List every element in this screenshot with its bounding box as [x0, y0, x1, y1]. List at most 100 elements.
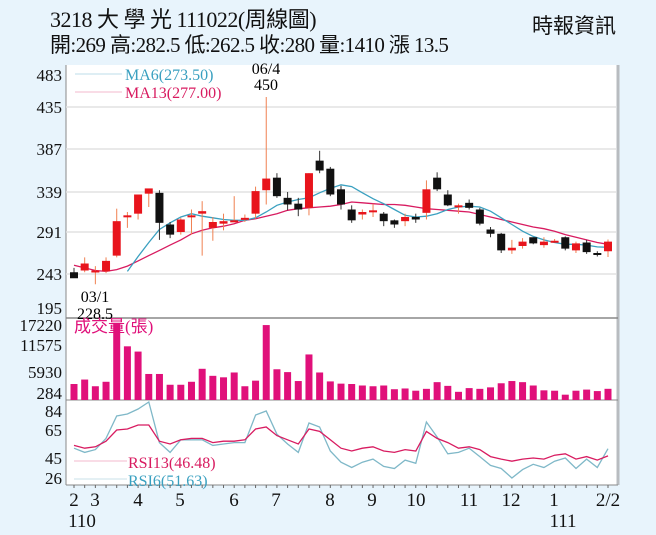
- volume-tick: 284: [37, 384, 63, 403]
- ohlc-summary: 開:269 高:282.5 低:262.5 收:280 量:1410 漲 13.…: [50, 33, 449, 57]
- rsi-tick: 84: [45, 402, 63, 421]
- x-tick: 7: [271, 490, 281, 511]
- volume-bar: [508, 381, 516, 400]
- candle: [433, 177, 442, 190]
- volume-bar: [230, 372, 238, 400]
- volume-bar: [561, 394, 569, 400]
- rsi6-line: [73, 400, 609, 479]
- candle: [443, 194, 452, 206]
- candle: [326, 168, 335, 195]
- volume-bar: [422, 388, 430, 400]
- candle: [166, 224, 175, 235]
- x-tick: 9: [367, 490, 377, 511]
- candle: [529, 237, 538, 244]
- candle: [70, 272, 78, 279]
- candle: [347, 209, 356, 221]
- volume-bar: [454, 391, 462, 400]
- candle: [198, 211, 207, 214]
- source-label: 時報資訊: [532, 14, 616, 38]
- rsi-tick: 26: [45, 469, 62, 488]
- price-tick: 243: [37, 265, 63, 284]
- volume-bar: [262, 325, 270, 400]
- volume-tick: 11575: [20, 336, 62, 355]
- volume-bar: [113, 324, 121, 400]
- candle: [337, 189, 345, 205]
- price-tick: 435: [37, 98, 63, 117]
- rsi-tick: 65: [45, 421, 62, 440]
- candle: [240, 217, 249, 220]
- x-tick: 11: [460, 490, 478, 511]
- candle: [401, 217, 410, 222]
- volume-bar: [444, 385, 452, 400]
- candle: [176, 219, 185, 232]
- x-tick: 5: [175, 490, 185, 511]
- candle: [411, 217, 420, 220]
- candle: [304, 173, 313, 208]
- volume-bar: [155, 373, 163, 400]
- rsi13-line: [73, 424, 609, 462]
- candle: [550, 240, 559, 243]
- volume-bar: [540, 390, 548, 400]
- volume-bar: [593, 391, 601, 400]
- candle: [454, 205, 463, 208]
- volume-bar: [476, 388, 484, 400]
- x-tick: 8: [325, 490, 335, 511]
- volume-bar: [358, 385, 366, 400]
- volume-bar: [390, 389, 398, 400]
- volume-bar: [348, 384, 356, 400]
- volume-bar: [123, 346, 131, 400]
- volume-bar: [70, 384, 78, 400]
- plot-area: [66, 65, 618, 485]
- price-tick: 339: [37, 183, 63, 202]
- x-tick: 2/2: [596, 490, 620, 511]
- price-tick: 387: [37, 140, 63, 159]
- volume-bar: [465, 388, 473, 400]
- volume-bar: [551, 390, 559, 400]
- candle: [155, 192, 164, 223]
- high-value: 450: [254, 77, 278, 94]
- candle: [379, 213, 388, 222]
- volume-bar: [401, 388, 409, 400]
- candle: [422, 189, 431, 213]
- volume-tick: 17220: [20, 316, 63, 335]
- price-tick: 291: [37, 223, 63, 242]
- volume-tick: 5930: [28, 363, 62, 382]
- x-tick: 1: [549, 490, 559, 511]
- x-tick: 3: [90, 490, 100, 511]
- volume-bar: [412, 390, 420, 400]
- x-tick: 2: [69, 490, 79, 511]
- ma6-legend: MA6(273.50): [125, 67, 213, 84]
- volume-bar: [583, 389, 591, 400]
- volume-bar: [209, 375, 217, 400]
- volume-bar: [81, 379, 89, 400]
- low-date: 03/1: [81, 289, 109, 306]
- x-tick: 4: [133, 490, 143, 511]
- candle: [134, 194, 143, 214]
- volume-bar: [273, 369, 281, 400]
- candle: [230, 220, 239, 223]
- volume-bar: [369, 386, 377, 400]
- rsi6-legend: RSI6(51.63): [128, 473, 208, 490]
- volume-bar: [145, 373, 153, 400]
- candle: [219, 221, 228, 224]
- volume-bar: [294, 381, 302, 400]
- candle: [208, 222, 217, 228]
- candle: [80, 263, 89, 271]
- candle: [518, 241, 527, 246]
- candle: [102, 260, 111, 272]
- volume-bar: [220, 377, 228, 400]
- volume-bar: [487, 387, 495, 400]
- chart-title: 3218 大 學 光 111022(周線圖): [50, 7, 317, 32]
- candle: [571, 243, 580, 251]
- volume-bar: [305, 354, 313, 400]
- rsi13-legend: RSI13(46.48): [128, 455, 216, 472]
- volume-bar: [252, 380, 260, 400]
- candle: [315, 160, 324, 171]
- volume-bar: [284, 372, 292, 400]
- volume-legend: 成交量(張): [74, 317, 153, 336]
- candle: [497, 233, 506, 251]
- volume-bar: [433, 382, 441, 400]
- candle: [390, 220, 399, 225]
- volume-bar: [337, 383, 345, 400]
- low-value: 228.5: [77, 306, 113, 323]
